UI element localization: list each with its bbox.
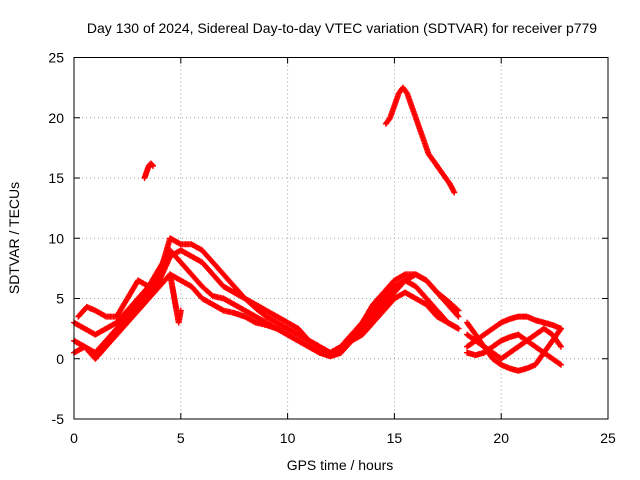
data-point-markers: [71, 247, 462, 356]
x-tick-label: 25: [600, 430, 616, 446]
data-series-track-11: [464, 325, 564, 362]
x-axis-title: GPS time / hours: [287, 457, 394, 473]
data-series-track-2: [71, 247, 462, 356]
y-tick-label: 5: [56, 291, 64, 307]
x-tick-label: 20: [493, 430, 509, 446]
data-series-track-7: [382, 84, 458, 196]
data-point-markers: [382, 84, 458, 196]
y-tick-label: 0: [56, 351, 64, 367]
x-tick-label: 0: [70, 430, 78, 446]
data-point-markers: [464, 325, 564, 362]
data-point-markers: [167, 271, 184, 326]
y-axis-title: SDTVAR / TECUs: [6, 182, 22, 294]
data-series-track-6: [141, 160, 156, 181]
x-tick-label: 10: [280, 430, 296, 446]
x-tick-label: 5: [177, 430, 185, 446]
y-tick-label: -5: [52, 411, 65, 427]
x-tick-label: 15: [387, 430, 403, 446]
data-series-track-5: [167, 271, 184, 326]
chart-title: Day 130 of 2024, Sidereal Day-to-day VTE…: [87, 20, 597, 36]
grid-lines: [74, 57, 608, 419]
y-tick-label: 10: [48, 230, 64, 246]
y-tick-label: 20: [48, 110, 64, 126]
data-markers: [71, 84, 564, 374]
data-point-markers: [141, 160, 156, 181]
data-point-markers: [75, 235, 462, 356]
data-series-track-1: [71, 247, 462, 356]
y-tick-label: 25: [48, 50, 64, 66]
y-tick-label: 15: [48, 170, 64, 186]
axis-ticks: 0 5 10 15 20 25 -5 0 5 10 15 20 25: [48, 50, 616, 447]
data-point-markers: [71, 247, 462, 356]
data-series-track-4: [75, 235, 462, 356]
